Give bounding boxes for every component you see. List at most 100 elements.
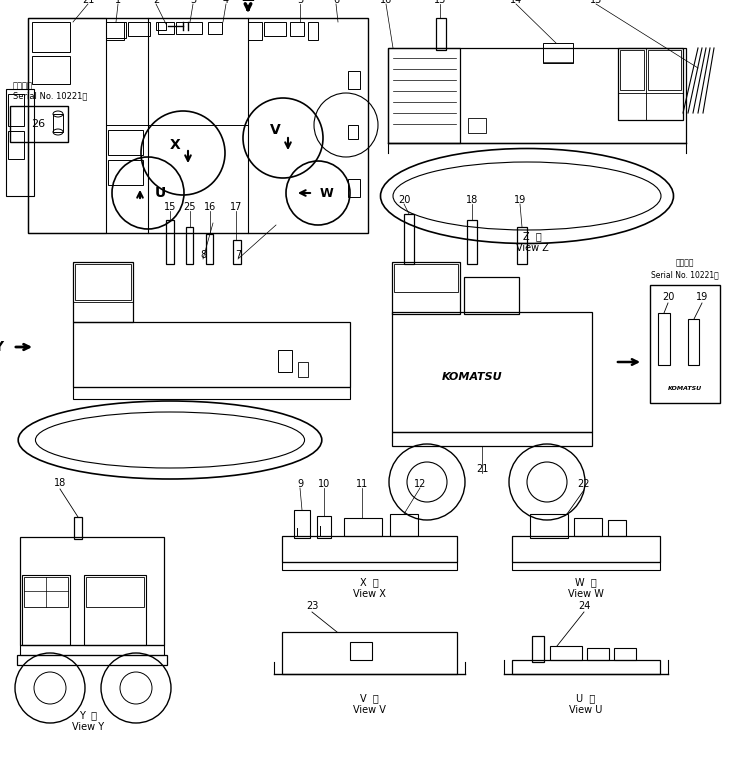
Bar <box>574 518 602 536</box>
Bar <box>543 43 573 63</box>
Bar <box>282 536 457 562</box>
Bar <box>282 562 457 570</box>
Bar <box>158 22 174 34</box>
Bar <box>75 264 131 300</box>
Text: Z: Z <box>242 0 255 5</box>
Bar <box>512 562 660 570</box>
Text: View W: View W <box>568 589 604 599</box>
Bar <box>404 214 414 264</box>
Text: 6: 6 <box>333 0 339 5</box>
Bar <box>468 118 486 133</box>
Bar <box>348 179 360 197</box>
Bar <box>106 22 126 38</box>
Bar <box>618 48 683 120</box>
Text: View Y: View Y <box>72 722 104 732</box>
Text: 12: 12 <box>414 479 426 489</box>
Bar <box>166 220 174 264</box>
Text: 15: 15 <box>434 0 446 5</box>
Text: Y: Y <box>0 340 3 354</box>
Text: 通用号機: 通用号機 <box>676 258 694 268</box>
Bar <box>108 160 143 185</box>
Bar <box>344 518 382 536</box>
Text: 23: 23 <box>306 601 318 611</box>
Bar <box>436 18 446 50</box>
Bar <box>348 125 358 139</box>
Text: 21: 21 <box>82 0 94 5</box>
Bar <box>392 262 460 314</box>
Bar <box>208 22 222 34</box>
Text: V  視: V 視 <box>360 693 378 703</box>
Bar <box>32 56 70 84</box>
Bar <box>20 645 164 655</box>
Bar <box>587 648 609 660</box>
Text: 16: 16 <box>380 0 392 5</box>
Text: 3: 3 <box>190 0 196 5</box>
Bar <box>530 514 568 538</box>
Bar <box>650 285 720 403</box>
Text: U  視: U 視 <box>577 693 596 703</box>
Text: X: X <box>169 138 180 152</box>
Bar <box>108 130 143 155</box>
Bar <box>620 50 644 90</box>
Bar <box>348 71 360 89</box>
Text: 4: 4 <box>223 0 229 5</box>
Text: 通用号機: 通用号機 <box>13 82 33 90</box>
Bar <box>24 577 68 607</box>
Bar <box>294 510 310 538</box>
Bar <box>186 227 193 264</box>
Text: 24: 24 <box>578 601 590 611</box>
Bar <box>608 520 626 536</box>
Bar <box>388 48 686 143</box>
Text: View V: View V <box>353 705 385 715</box>
Bar <box>22 575 70 645</box>
Text: View Z: View Z <box>515 243 548 253</box>
Text: U: U <box>154 186 166 200</box>
Bar <box>73 387 350 399</box>
Bar <box>390 514 418 536</box>
Text: W  視: W 視 <box>575 577 597 587</box>
Bar <box>206 234 213 264</box>
Bar <box>308 22 318 40</box>
Text: Serial No. 10221～: Serial No. 10221～ <box>651 271 719 279</box>
Text: 13: 13 <box>590 0 602 5</box>
Bar <box>10 106 68 142</box>
Bar <box>550 646 582 660</box>
Text: 26: 26 <box>31 119 45 129</box>
Text: 7: 7 <box>235 250 241 260</box>
Text: 2: 2 <box>153 0 159 5</box>
Bar <box>278 350 292 372</box>
Bar <box>73 322 350 387</box>
Bar <box>128 22 150 36</box>
Bar <box>106 22 124 40</box>
Bar <box>233 240 241 264</box>
Bar <box>464 277 519 314</box>
Bar <box>32 22 70 52</box>
Bar <box>648 50 681 90</box>
Bar <box>28 18 106 233</box>
Text: KOMATSU: KOMATSU <box>668 386 702 391</box>
Bar <box>282 632 457 674</box>
Text: 11: 11 <box>356 479 368 489</box>
Bar <box>298 362 308 377</box>
Bar <box>290 22 304 36</box>
Bar <box>156 22 166 30</box>
Bar <box>614 648 636 660</box>
Text: 16: 16 <box>204 202 216 212</box>
Text: Serial No. 10221～: Serial No. 10221～ <box>13 92 88 100</box>
Text: 14: 14 <box>510 0 522 5</box>
Bar <box>467 220 477 264</box>
Text: View X: View X <box>353 589 385 599</box>
Bar <box>392 432 592 446</box>
Text: 20: 20 <box>662 292 675 302</box>
Text: 15: 15 <box>164 202 176 212</box>
Bar <box>532 636 544 662</box>
Text: 9: 9 <box>297 479 303 489</box>
Text: 18: 18 <box>54 478 66 488</box>
Text: 1: 1 <box>115 0 121 5</box>
Text: 20: 20 <box>398 195 410 205</box>
Bar <box>392 312 592 432</box>
Text: 8: 8 <box>200 250 206 260</box>
Bar <box>53 114 63 132</box>
Text: 10: 10 <box>318 479 330 489</box>
Text: View U: View U <box>569 705 603 715</box>
